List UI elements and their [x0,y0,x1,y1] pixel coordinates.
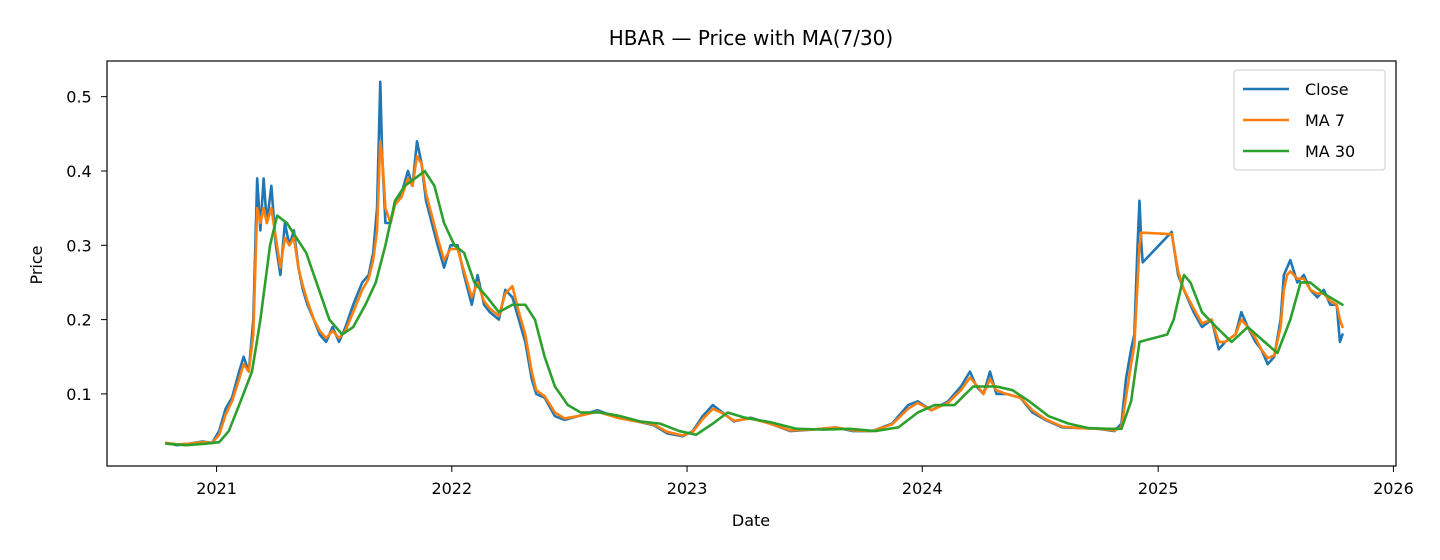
plot-lines [164,80,1344,447]
x-tick-label: 2024 [902,479,943,498]
x-axis-ticks: 2021 2022 2023 2024 2025 2026 [196,466,1414,498]
y-axis-title: Price [27,245,46,284]
x-tick-label: 2022 [431,479,472,498]
y-axis-ticks: 0.1 0.2 0.3 0.4 0.5 [66,88,107,404]
series-line-2 [164,139,1344,446]
series-line-3 [164,169,1344,447]
x-tick-label: 2021 [196,479,237,498]
y-tick-label: 0.3 [66,236,91,255]
chart-title: HBAR — Price with MA(7/30) [609,26,893,50]
x-tick-label: 2025 [1138,479,1179,498]
legend-box [1233,69,1386,171]
y-tick-label: 0.2 [66,311,91,330]
plot-frame [106,60,1397,467]
legend: Close MA 7 MA 30 [1233,69,1386,171]
y-tick-label: 0.4 [66,162,91,181]
y-tick-label: 0.5 [66,88,91,107]
series-line-1 [164,80,1344,447]
x-axis-title: Date [732,511,770,530]
legend-label-3: MA 30 [1305,142,1355,161]
y-tick-label: 0.1 [66,385,91,404]
legend-label-2: MA 7 [1305,111,1345,130]
legend-label-1: Close [1305,80,1349,99]
x-tick-label: 2026 [1373,479,1414,498]
x-tick-label: 2023 [667,479,708,498]
